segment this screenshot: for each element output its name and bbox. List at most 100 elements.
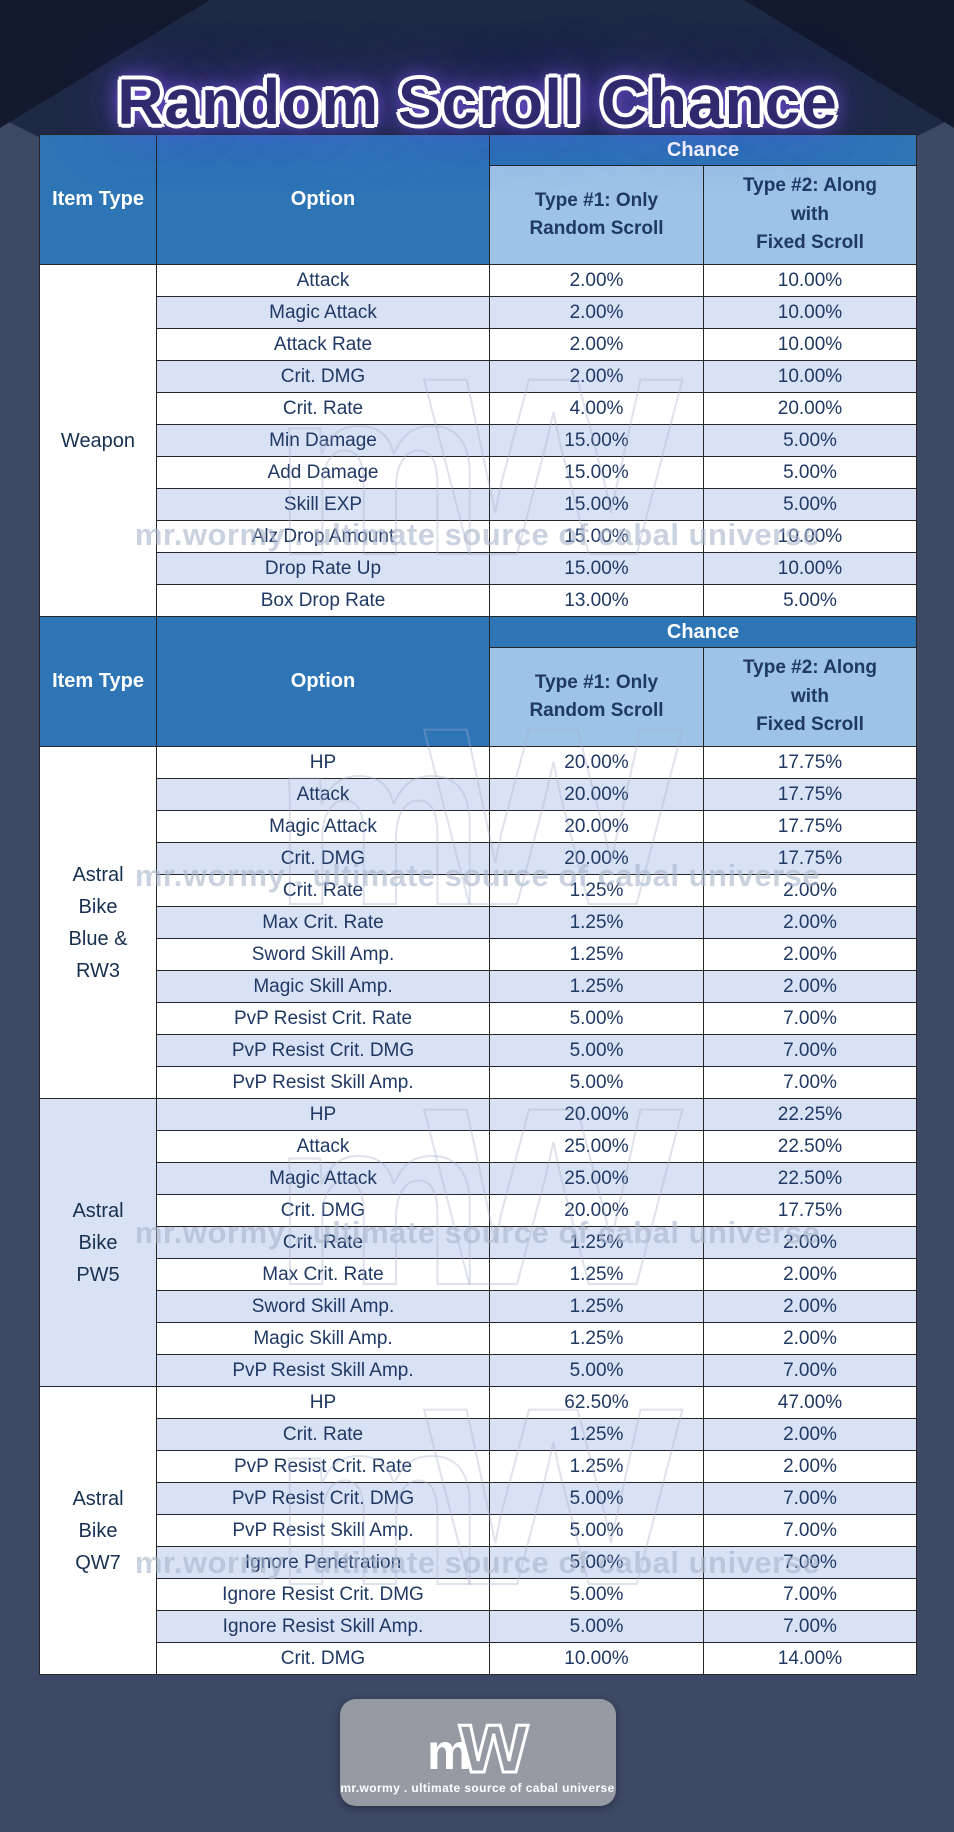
chance-value-cell: 1.25% <box>489 1290 704 1323</box>
item-type-cell: Weapon <box>39 264 157 617</box>
chance-value-cell: 20.00% <box>489 1098 704 1131</box>
table-row: Crit. Rate 1.25% 2.00% <box>40 1226 917 1259</box>
option-cell: HP <box>156 1098 490 1131</box>
table-row: Sword Skill Amp. 1.25% 2.00% <box>40 1290 917 1323</box>
option-cell: PvP Resist Skill Amp. <box>156 1066 490 1099</box>
chance-value-cell: 13.00% <box>489 584 704 617</box>
weapon-scroll-chance-table: Item Type Option Chance Type #1: Only Ra… <box>39 134 917 617</box>
chance-value-cell: 20.00% <box>489 810 704 843</box>
table-row: Crit. DMG 20.00% 17.75% <box>40 1194 917 1227</box>
chance-value-cell: 1.25% <box>489 1258 704 1291</box>
chance-value-cell: 17.75% <box>703 1194 917 1227</box>
table-row: Magic Skill Amp. 1.25% 2.00% <box>40 1322 917 1355</box>
chance-value-cell: 5.00% <box>703 456 917 489</box>
chance-value-cell: 1.25% <box>489 1226 704 1259</box>
table-row: PvP Resist Skill Amp. 5.00% 7.00% <box>40 1514 917 1547</box>
chance-value-cell: 20.00% <box>703 392 917 425</box>
chance-value-cell: 7.00% <box>703 1034 917 1067</box>
chance-value-cell: 22.25% <box>703 1098 917 1131</box>
type1-header: Type #1: Only Random Scroll <box>489 165 704 265</box>
option-cell: Crit. DMG <box>156 842 490 875</box>
chance-value-cell: 5.00% <box>489 1034 704 1067</box>
logo-tagline: mr.wormy . ultimate source of cabal univ… <box>340 1780 615 1795</box>
chance-value-cell: 1.25% <box>489 1450 704 1483</box>
chance-value-cell: 5.00% <box>489 1066 704 1099</box>
chance-value-cell: 5.00% <box>703 424 917 457</box>
table-row: Max Crit. Rate 1.25% 2.00% <box>40 906 917 939</box>
table-row: Box Drop Rate 13.00% 5.00% <box>40 584 917 617</box>
footer: m w mr.wormy . ultimate source of cabal … <box>39 1691 916 1806</box>
chance-value-cell: 10.00% <box>703 360 917 393</box>
table-row: Skill EXP 15.00% 5.00% <box>40 488 917 521</box>
table-row: Magic Attack 25.00% 22.50% <box>40 1162 917 1195</box>
option-cell: Max Crit. Rate <box>156 1258 490 1291</box>
chance-value-cell: 20.00% <box>489 746 704 779</box>
chance-value-cell: 2.00% <box>703 1226 917 1259</box>
option-cell: Alz Drop Amount <box>156 520 490 553</box>
chance-value-cell: 5.00% <box>489 1610 704 1643</box>
chance-value-cell: 2.00% <box>703 874 917 907</box>
option-cell: Sword Skill Amp. <box>156 1290 490 1323</box>
chance-value-cell: 10.00% <box>703 264 917 297</box>
chance-value-cell: 4.00% <box>489 392 704 425</box>
chance-value-cell: 25.00% <box>489 1162 704 1195</box>
mrwormy-logo-letters: m w <box>427 1691 529 1791</box>
table-row: Attack 20.00% 17.75% <box>40 778 917 811</box>
chance-value-cell: 17.75% <box>703 746 917 779</box>
chance-value-cell: 10.00% <box>703 520 917 553</box>
table-row: Astral Bike PW5 HP 20.00% 22.25% <box>39 1098 917 1387</box>
logo-m-glyph: m <box>427 1723 472 1780</box>
chance-value-cell: 15.00% <box>489 456 704 489</box>
option-cell: Magic Skill Amp. <box>156 1322 490 1355</box>
option-cell: Box Drop Rate <box>156 584 490 617</box>
option-cell: PvP Resist Skill Amp. <box>156 1514 490 1547</box>
table-row: Crit. Rate 1.25% 2.00% <box>40 1418 917 1451</box>
chance-value-cell: 2.00% <box>703 1290 917 1323</box>
table-row: PvP Resist Skill Amp. 5.00% 7.00% <box>40 1354 917 1387</box>
chance-value-cell: 2.00% <box>489 328 704 361</box>
type2-header: Type #2: Along with Fixed Scroll <box>703 165 917 265</box>
chance-value-cell: 2.00% <box>703 1258 917 1291</box>
option-cell: Crit. DMG <box>156 1642 490 1675</box>
chance-value-cell: 2.00% <box>489 360 704 393</box>
chance-value-cell: 7.00% <box>703 1546 917 1579</box>
chance-value-cell: 17.75% <box>703 810 917 843</box>
option-cell: Min Damage <box>156 424 490 457</box>
chance-value-cell: 10.00% <box>703 296 917 329</box>
chance-value-cell: 1.25% <box>489 1418 704 1451</box>
table-row: PvP Resist Crit. DMG 5.00% 7.00% <box>40 1482 917 1515</box>
option-cell: Skill EXP <box>156 488 490 521</box>
chance-value-cell: 7.00% <box>703 1354 917 1387</box>
table-row: Sword Skill Amp. 1.25% 2.00% <box>40 938 917 971</box>
table-row: Crit. DMG 20.00% 17.75% <box>40 842 917 875</box>
chance-value-cell: 1.25% <box>489 1322 704 1355</box>
chance-value-cell: 62.50% <box>489 1386 704 1419</box>
chance-value-cell: 22.50% <box>703 1130 917 1163</box>
chance-value-cell: 15.00% <box>489 488 704 521</box>
chance-value-cell: 25.00% <box>489 1130 704 1163</box>
type2-header: Type #2: Along with Fixed Scroll <box>703 647 917 747</box>
chance-value-cell: 7.00% <box>703 1482 917 1515</box>
chance-value-cell: 2.00% <box>703 938 917 971</box>
table-row: Astral Bike QW7 HP 62.50% 47.00% <box>39 1386 917 1675</box>
chance-value-cell: 1.25% <box>489 970 704 1003</box>
option-cell: PvP Resist Skill Amp. <box>156 1354 490 1387</box>
chance-value-cell: 7.00% <box>703 1610 917 1643</box>
logo-w-glyph: w <box>458 1691 529 1791</box>
table-row: Magic Attack 2.00% 10.00% <box>40 296 917 329</box>
chance-value-cell: 15.00% <box>489 520 704 553</box>
option-cell: Crit. Rate <box>156 1418 490 1451</box>
option-cell: Ignore Resist Skill Amp. <box>156 1610 490 1643</box>
table-row: PvP Resist Skill Amp. 5.00% 7.00% <box>40 1066 917 1099</box>
chance-value-cell: 20.00% <box>489 842 704 875</box>
table-row: Drop Rate Up 15.00% 10.00% <box>40 552 917 585</box>
table-row: Alz Drop Amount 15.00% 10.00% <box>40 520 917 553</box>
option-header: Option <box>156 616 490 747</box>
chance-value-cell: 22.50% <box>703 1162 917 1195</box>
chance-header: Chance <box>489 134 917 166</box>
table-row: PvP Resist Crit. Rate 1.25% 2.00% <box>40 1450 917 1483</box>
chance-value-cell: 2.00% <box>703 1322 917 1355</box>
option-cell: Attack <box>156 1130 490 1163</box>
chance-value-cell: 20.00% <box>489 1194 704 1227</box>
option-cell: Crit. DMG <box>156 1194 490 1227</box>
